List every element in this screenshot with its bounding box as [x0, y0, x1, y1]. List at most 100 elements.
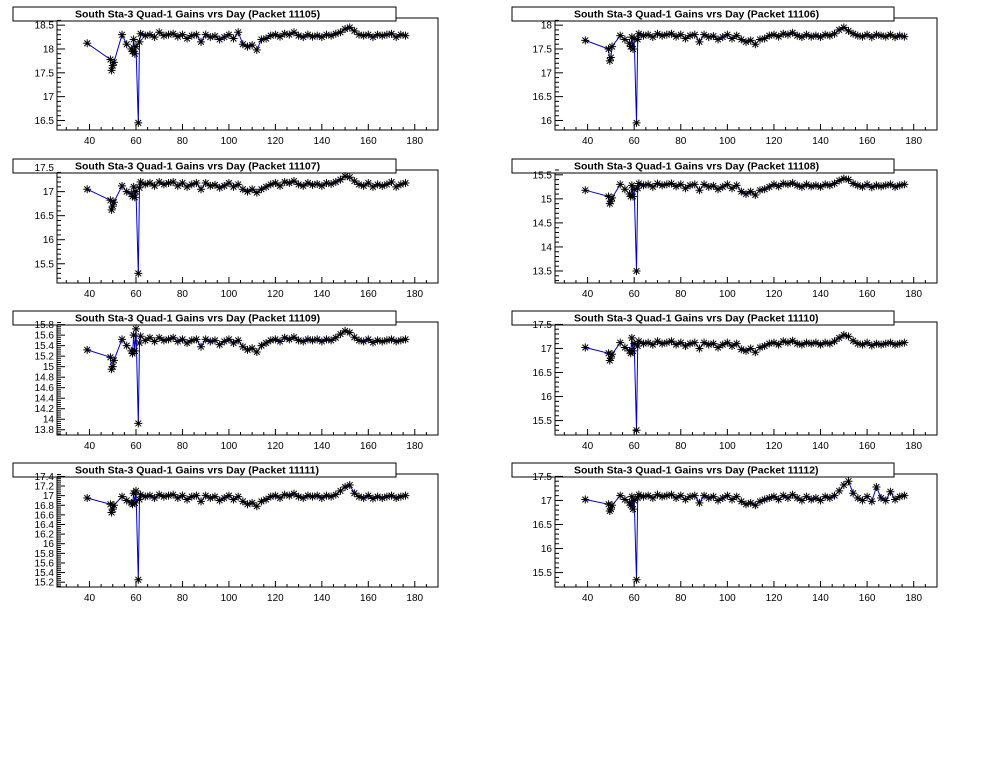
data-point-star [313, 179, 322, 188]
data-point-star [830, 179, 839, 188]
y-tick-label: 17.5 [35, 163, 55, 174]
data-point-star [201, 30, 210, 39]
data-point-star [900, 338, 909, 347]
data-point-star [825, 494, 834, 503]
data-point-star [359, 181, 368, 190]
data-point-star [109, 356, 118, 365]
data-point-star [769, 492, 778, 501]
x-tick-label: 120 [766, 441, 783, 452]
data-point-star [382, 180, 391, 189]
data-point-star [608, 193, 617, 202]
y-tick-label: 17 [541, 68, 553, 79]
data-point-star [681, 184, 690, 193]
data-point-star [667, 337, 676, 346]
data-point-star [723, 180, 732, 189]
chart-title-box: South Sta-3 Quad-1 Gains vrs Day (Packet… [12, 6, 397, 22]
y-axis: 15.215.415.615.81616.216.416.616.81717.2… [35, 472, 65, 589]
data-point-star [732, 492, 741, 501]
y-tick-label: 16.5 [533, 92, 553, 103]
data-point-star [742, 346, 750, 355]
data-point-star [797, 182, 806, 191]
data-point-star [322, 30, 331, 39]
x-tick-label: 120 [267, 136, 284, 147]
data-point-star [396, 180, 405, 189]
data-point-star [900, 180, 909, 189]
y-tick-label: 14 [43, 415, 55, 426]
data-point-star [644, 30, 653, 39]
data-point-star [331, 490, 340, 499]
data-point-star [262, 182, 271, 191]
data-point-star [382, 492, 391, 501]
data-point-star [345, 23, 354, 32]
chart-panel-1: South Sta-3 Quad-1 Gains vrs Day (Packet… [12, 6, 439, 147]
x-tick-label: 160 [360, 593, 377, 604]
chart-title: South Sta-3 Quad-1 Gains vrs Day (Packet… [75, 313, 320, 325]
data-point-star [355, 30, 364, 39]
data-point-star [742, 500, 750, 509]
y-tick-label: 17 [541, 496, 553, 507]
data-point-star [215, 340, 224, 349]
data-point-star [742, 190, 750, 199]
data-point-star [895, 181, 904, 190]
data-point-star [127, 44, 136, 53]
data-point-star [737, 35, 746, 44]
data-point-star [816, 33, 825, 42]
data-point-star [248, 498, 257, 507]
x-tick-label: 100 [719, 289, 736, 300]
x-tick-label: 80 [177, 593, 189, 604]
data-point-star [322, 491, 331, 500]
data-point-star [248, 344, 257, 353]
data-point-star [210, 32, 219, 41]
y-tick-label: 16.8 [35, 501, 55, 512]
data-point-star [644, 491, 653, 500]
data-point-star [732, 181, 741, 190]
y-tick-label: 17 [43, 491, 55, 502]
data-point-star [187, 492, 196, 501]
series-markers [83, 481, 410, 584]
data-point-star [653, 490, 662, 499]
data-point-star [606, 505, 615, 514]
data-point-star [881, 181, 890, 190]
data-point-star [206, 494, 215, 503]
data-point-star [644, 338, 653, 347]
data-point-star [830, 29, 839, 38]
data-point-star [215, 35, 224, 44]
chart-title-box: South Sta-3 Quad-1 Gains vrs Day (Packet… [12, 462, 397, 478]
x-tick-label: 40 [582, 136, 594, 147]
y-axis: 16.5 17 17.5 18 18.5 [35, 19, 65, 131]
data-point-star [853, 181, 862, 190]
chart-panel-4: South Sta-3 Quad-1 Gains vrs Day (Packet… [511, 158, 938, 300]
data-point-star [150, 181, 159, 190]
data-point-star [802, 180, 811, 189]
data-point-star [108, 505, 117, 514]
data-point-star [732, 31, 741, 40]
data-point-star [627, 333, 636, 342]
y-axis: 16 16.5 17 17.5 18 [533, 19, 563, 131]
data-point-star [131, 324, 140, 333]
data-point-star [220, 494, 229, 503]
data-point-star [620, 185, 629, 194]
data-point-star [248, 185, 257, 194]
y-axis: 13.5 14 14.5 15 15.5 [533, 169, 563, 282]
plot-frame [554, 473, 938, 588]
data-point-star [863, 338, 872, 347]
y-tick-label: 16.5 [35, 211, 55, 222]
data-point-star [220, 181, 229, 190]
data-point-star [825, 339, 834, 348]
chart-panel-5: South Sta-3 Quad-1 Gains vrs Day (Packet… [12, 310, 439, 452]
data-point-star [667, 179, 676, 188]
x-tick-label: 140 [812, 441, 829, 452]
data-point-star [220, 337, 229, 346]
data-point-star [658, 31, 667, 40]
data-point-star [700, 491, 709, 500]
data-point-star [604, 349, 613, 358]
x-tick-label: 140 [313, 136, 330, 147]
data-point-star [173, 181, 182, 190]
data-point-star [788, 178, 797, 187]
data-point-star [639, 31, 648, 40]
data-point-star [336, 175, 345, 184]
y-tick-label: 15 [43, 362, 55, 373]
data-point-star [378, 337, 387, 346]
x-tick-label: 100 [221, 441, 238, 452]
data-point-star [728, 495, 737, 504]
